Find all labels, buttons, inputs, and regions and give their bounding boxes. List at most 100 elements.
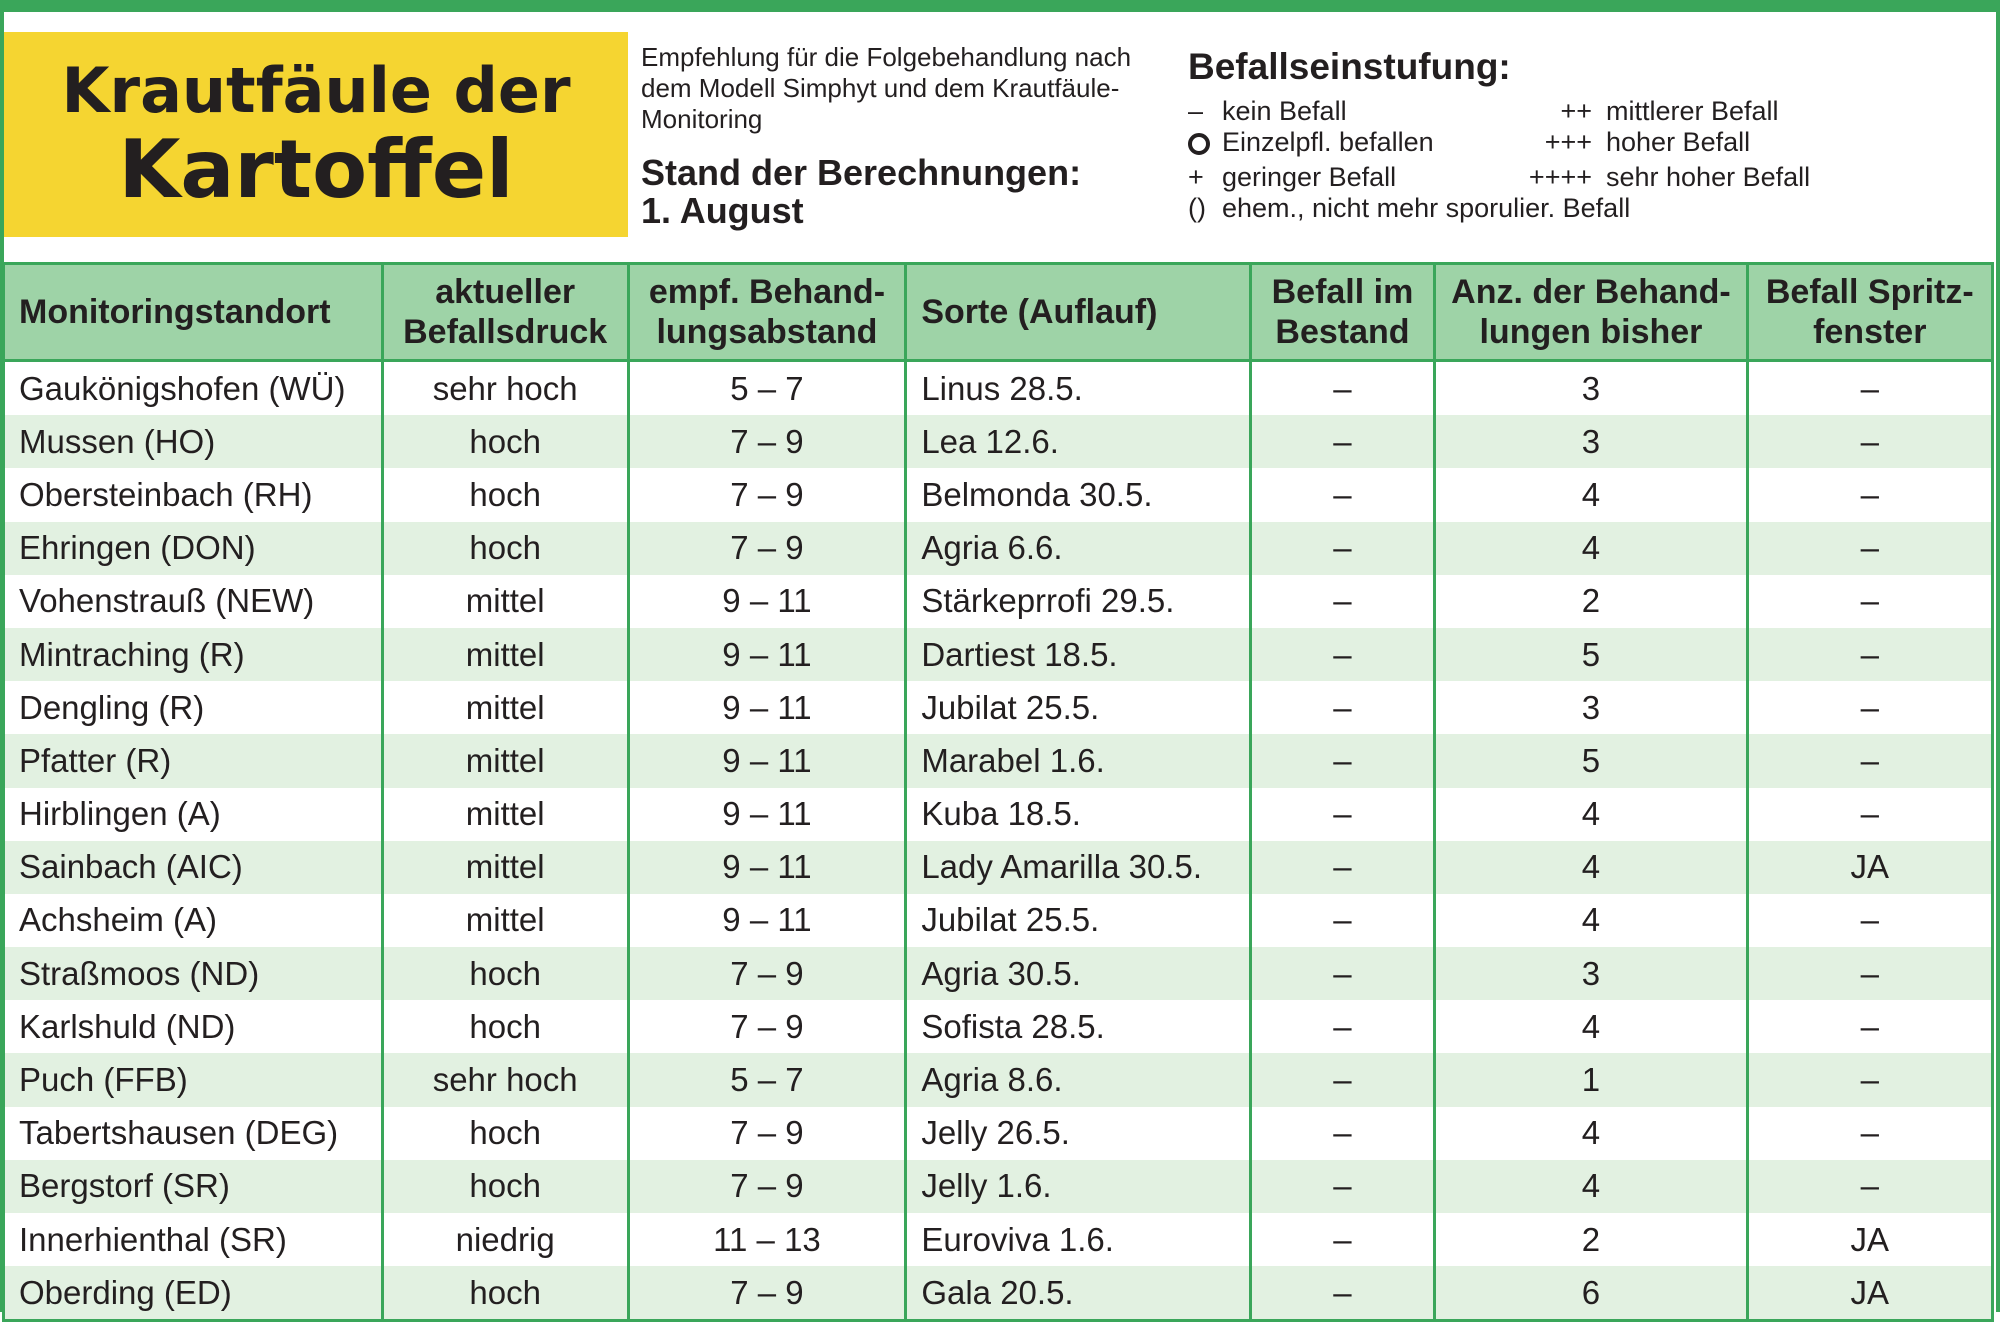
cell-variety: Jubilat 25.5. bbox=[904, 681, 1252, 735]
cell-infestation: – bbox=[1248, 1000, 1437, 1054]
cell-interval: 5 – 7 bbox=[626, 1053, 908, 1107]
cell-location: Bergstorf (SR) bbox=[2, 1159, 384, 1213]
cell-spray-window: JA bbox=[1745, 840, 1995, 894]
cell-pressure: mittel bbox=[380, 787, 630, 841]
cell-infestation: – bbox=[1248, 1213, 1437, 1267]
legend-label: kein Befall bbox=[1222, 96, 1347, 126]
cell-interval: 5 – 7 bbox=[626, 360, 908, 416]
cell-variety: Gala 20.5. bbox=[904, 1266, 1252, 1321]
intro-text: Empfehlung für die Folgebehandlung nach … bbox=[641, 42, 1132, 134]
cell-infestation: – bbox=[1248, 893, 1437, 948]
cell-infestation: – bbox=[1248, 681, 1437, 735]
cell-treatment-count: 4 bbox=[1433, 521, 1749, 575]
cell-location: Innerhienthal (SR) bbox=[2, 1213, 384, 1267]
cell-location: Straßmoos (ND) bbox=[2, 947, 384, 1001]
legend-symbol: () bbox=[1188, 193, 1206, 223]
legend-item: + geringer Befall bbox=[1188, 162, 1514, 193]
legend-item: +++ hoher Befall bbox=[1514, 127, 1954, 162]
legend-grid: – kein Befall ++ mittlerer Befall Einzel… bbox=[1188, 96, 1978, 224]
cell-variety: Agria 6.6. bbox=[904, 521, 1252, 575]
cell-location: Obersteinbach (RH) bbox=[2, 468, 384, 522]
cell-location: Karlshuld (ND) bbox=[2, 1000, 384, 1054]
legend-label: ehem., nicht mehr sporulier. Befall bbox=[1222, 193, 1631, 223]
legend-symbol: – bbox=[1188, 96, 1204, 126]
column-header: Befall Spritz-fenster bbox=[1745, 263, 1995, 362]
cell-interval: 9 – 11 bbox=[626, 893, 908, 948]
cell-spray-window: – bbox=[1745, 521, 1995, 575]
cell-variety: Belmonda 30.5. bbox=[904, 468, 1252, 522]
legend-item: Einzelpfl. befallen bbox=[1188, 127, 1514, 162]
cell-variety: Euroviva 1.6. bbox=[904, 1213, 1252, 1267]
cell-location: Tabertshausen (DEG) bbox=[2, 1106, 384, 1160]
cell-pressure: hoch bbox=[380, 1106, 630, 1160]
cell-pressure: sehr hoch bbox=[380, 1053, 630, 1107]
stand-date: 1. August bbox=[641, 190, 804, 231]
cell-interval: 9 – 11 bbox=[626, 681, 908, 735]
cell-infestation: – bbox=[1248, 415, 1437, 469]
cell-infestation: – bbox=[1248, 1266, 1437, 1321]
legend-item: ++ mittlerer Befall bbox=[1514, 96, 1954, 127]
cell-treatment-count: 4 bbox=[1433, 840, 1749, 894]
cell-spray-window: – bbox=[1745, 681, 1995, 735]
cell-treatment-count: 4 bbox=[1433, 1000, 1749, 1054]
table-row: Karlshuld (ND) hoch 7 – 9 Sofista 28.5. –4– bbox=[2, 1000, 1995, 1054]
legend-label: mittlerer Befall bbox=[1606, 96, 1779, 126]
cell-variety: Lea 12.6. bbox=[904, 415, 1252, 469]
cell-treatment-count: 4 bbox=[1433, 893, 1749, 948]
cell-infestation: – bbox=[1248, 840, 1437, 894]
cell-interval: 7 – 9 bbox=[626, 947, 908, 1001]
cell-location: Vohenstrauß (NEW) bbox=[2, 574, 384, 628]
cell-pressure: hoch bbox=[380, 468, 630, 522]
cell-interval: 7 – 9 bbox=[626, 1000, 908, 1054]
cell-interval: 7 – 9 bbox=[626, 1159, 908, 1213]
cell-spray-window: – bbox=[1745, 468, 1995, 522]
legend-item: – kein Befall bbox=[1188, 96, 1514, 127]
cell-location: Sainbach (AIC) bbox=[2, 840, 384, 894]
legend-label: hoher Befall bbox=[1606, 127, 1751, 157]
cell-treatment-count: 3 bbox=[1433, 947, 1749, 1001]
column-header: Anz. der Behand-lungen bisher bbox=[1433, 263, 1749, 362]
cell-treatment-count: 4 bbox=[1433, 468, 1749, 522]
cell-infestation: – bbox=[1248, 468, 1437, 522]
cell-spray-window: JA bbox=[1745, 1266, 1995, 1321]
table-row: Innerhienthal (SR) niedrig 11 – 13 Euroviva… bbox=[2, 1213, 1995, 1267]
cell-treatment-count: 4 bbox=[1433, 1106, 1749, 1160]
cell-pressure: hoch bbox=[380, 947, 630, 1001]
cell-pressure: hoch bbox=[380, 1266, 630, 1321]
cell-pressure: mittel bbox=[380, 840, 630, 894]
legend-title: Befallseinstufung: bbox=[1188, 46, 1511, 87]
cell-pressure: niedrig bbox=[380, 1213, 630, 1267]
column-header: aktueller Befallsdruck bbox=[380, 263, 630, 362]
cell-treatment-count: 4 bbox=[1433, 1159, 1749, 1213]
table-row: Achsheim (A) mittel 9 – 11 Jubilat 25.5. –4– bbox=[2, 893, 1995, 948]
cell-interval: 9 – 11 bbox=[626, 574, 908, 628]
cell-location: Hirblingen (A) bbox=[2, 787, 384, 841]
cell-spray-window: – bbox=[1745, 415, 1995, 469]
table-row: Puch (FFB) sehr hoch 5 – 7 Agria 8.6. –1– bbox=[2, 1053, 1995, 1107]
column-header: empf. Behand-lungsabstand bbox=[626, 263, 908, 362]
legend-symbol: +++ bbox=[1544, 127, 1592, 157]
monitoring-table: Monitoringstandort aktueller Befallsdruck… bbox=[2, 262, 1995, 1323]
cell-treatment-count: 2 bbox=[1433, 1213, 1749, 1267]
cell-variety: Agria 8.6. bbox=[904, 1053, 1252, 1107]
cell-location: Oberding (ED) bbox=[2, 1266, 384, 1321]
cell-interval: 9 – 11 bbox=[626, 787, 908, 841]
table-header-row: Monitoringstandort aktueller Befallsdruck… bbox=[2, 263, 1995, 362]
cell-variety: Marabel 1.6. bbox=[904, 734, 1252, 788]
cell-spray-window: – bbox=[1745, 1159, 1995, 1213]
cell-spray-window: – bbox=[1745, 947, 1995, 1001]
cell-interval: 11 – 13 bbox=[626, 1213, 908, 1267]
cell-pressure: mittel bbox=[380, 893, 630, 948]
cell-infestation: – bbox=[1248, 360, 1437, 416]
cell-spray-window: JA bbox=[1745, 1213, 1995, 1267]
column-header: Sorte (Auflauf) bbox=[904, 263, 1252, 362]
frame-right-border bbox=[1996, 12, 2000, 1312]
cell-spray-window: – bbox=[1745, 1053, 1995, 1107]
cell-variety: Lady Amarilla 30.5. bbox=[904, 840, 1252, 894]
cell-variety: Stärkeprrofi 29.5. bbox=[904, 574, 1252, 628]
cell-infestation: – bbox=[1248, 1053, 1437, 1107]
table-row: Straßmoos (ND) hoch 7 – 9 Agria 30.5. –3– bbox=[2, 947, 1995, 1001]
cell-interval: 7 – 9 bbox=[626, 1106, 908, 1160]
table-row: Oberding (ED) hoch 7 – 9 Gala 20.5. –6 JA bbox=[2, 1266, 1995, 1321]
ring-icon bbox=[1188, 127, 1222, 162]
